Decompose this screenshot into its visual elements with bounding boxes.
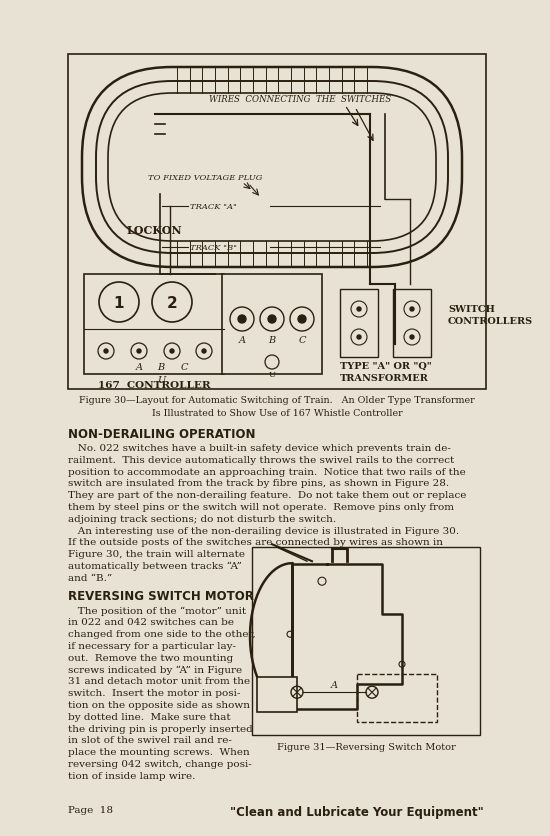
Text: if necessary for a particular lay-: if necessary for a particular lay- — [68, 641, 236, 650]
Text: WIRES  CONNECTING  THE  SWITCHES: WIRES CONNECTING THE SWITCHES — [209, 95, 391, 104]
Circle shape — [357, 308, 361, 312]
Circle shape — [104, 349, 108, 354]
Text: them by steel pins or the switch will not operate.  Remove pins only from: them by steel pins or the switch will no… — [68, 502, 454, 512]
Text: C: C — [180, 362, 188, 371]
Text: A: A — [239, 335, 245, 344]
Text: out.  Remove the two mounting: out. Remove the two mounting — [68, 653, 233, 662]
Text: TO FIXED VOLTAGE PLUG: TO FIXED VOLTAGE PLUG — [148, 174, 262, 181]
Text: reversing 042 switch, change posi-: reversing 042 switch, change posi- — [68, 759, 252, 768]
Bar — [393, 289, 431, 358]
Text: by dotted line.  Make sure that: by dotted line. Make sure that — [68, 712, 230, 721]
Text: tion on the opposite side as shown: tion on the opposite side as shown — [68, 701, 250, 709]
Text: 167  CONTROLLER: 167 CONTROLLER — [98, 380, 210, 390]
Text: NON-DERAILING OPERATION: NON-DERAILING OPERATION — [68, 427, 256, 441]
Text: railment.  This device automatically throws the swivel rails to the correct: railment. This device automatically thro… — [68, 456, 454, 464]
Text: Figure 30, the train will alternate: Figure 30, the train will alternate — [68, 549, 245, 558]
Text: automatically between tracks “A”: automatically between tracks “A” — [68, 561, 242, 571]
Text: C: C — [298, 335, 306, 344]
Text: screws indicated by “A” in Figure: screws indicated by “A” in Figure — [68, 665, 242, 674]
Text: TYPE "A" OR "Q": TYPE "A" OR "Q" — [340, 361, 432, 370]
Bar — [68, 55, 486, 390]
Text: B: B — [268, 335, 276, 344]
Text: position to accommodate an approaching train.  Notice that two rails of the: position to accommodate an approaching t… — [68, 467, 466, 476]
Text: adjoining track sections; do not disturb the switch.: adjoining track sections; do not disturb… — [68, 514, 336, 523]
Text: LOCKON: LOCKON — [127, 224, 183, 235]
Text: 2: 2 — [167, 295, 177, 310]
Text: SWITCH
CONTROLLERS: SWITCH CONTROLLERS — [448, 304, 533, 325]
Text: switch are insulated from the track by fibre pins, as shown in Figure 28.: switch are insulated from the track by f… — [68, 479, 449, 488]
Bar — [222, 275, 322, 375]
Text: TRACK "A": TRACK "A" — [190, 203, 237, 211]
Circle shape — [410, 308, 414, 312]
Text: U: U — [157, 375, 165, 384]
Circle shape — [170, 349, 174, 354]
Bar — [357, 675, 437, 722]
Text: TRACK "B": TRACK "B" — [190, 244, 237, 252]
Text: and “B.”: and “B.” — [68, 573, 112, 582]
Circle shape — [268, 316, 276, 324]
Bar — [257, 677, 297, 712]
Circle shape — [298, 316, 306, 324]
Text: Figure 30—Layout for Automatic Switching of Train.   An Older Type Transformer: Figure 30—Layout for Automatic Switching… — [79, 395, 475, 405]
Text: B: B — [157, 362, 164, 371]
Text: changed from one side to the other,: changed from one side to the other, — [68, 630, 256, 639]
Text: A: A — [331, 681, 338, 690]
Text: 31 and detach motor unit from the: 31 and detach motor unit from the — [68, 676, 250, 686]
Text: A: A — [135, 362, 142, 371]
Text: Is Illustrated to Show Use of 167 Whistle Controller: Is Illustrated to Show Use of 167 Whistl… — [152, 409, 402, 417]
Text: U: U — [268, 370, 276, 379]
Circle shape — [238, 316, 246, 324]
Text: REVERSING SWITCH MOTOR: REVERSING SWITCH MOTOR — [68, 589, 254, 602]
Circle shape — [357, 335, 361, 339]
Text: the driving pin is properly inserted: the driving pin is properly inserted — [68, 724, 253, 732]
Text: in slot of the swivel rail and re-: in slot of the swivel rail and re- — [68, 736, 232, 745]
Circle shape — [137, 349, 141, 354]
Text: in 022 and 042 switches can be: in 022 and 042 switches can be — [68, 618, 234, 627]
Text: Page  18: Page 18 — [68, 805, 113, 814]
Text: switch.  Insert the motor in posi-: switch. Insert the motor in posi- — [68, 688, 240, 697]
Circle shape — [202, 349, 206, 354]
Text: place the mounting screws.  When: place the mounting screws. When — [68, 747, 250, 757]
Text: Figure 31—Reversing Switch Motor: Figure 31—Reversing Switch Motor — [277, 742, 455, 752]
Bar — [84, 275, 224, 375]
Text: The position of the “motor” unit: The position of the “motor” unit — [68, 606, 246, 615]
Text: If the outside posts of the switches are connected by wires as shown in: If the outside posts of the switches are… — [68, 538, 443, 547]
Text: "Clean and Lubricate Your Equipment": "Clean and Lubricate Your Equipment" — [230, 805, 484, 818]
Text: TRANSFORMER: TRANSFORMER — [340, 374, 429, 383]
Text: An interesting use of the non-derailing device is illustrated in Figure 30.: An interesting use of the non-derailing … — [68, 526, 459, 535]
Text: They are part of the non-derailing feature.  Do not take them out or replace: They are part of the non-derailing featu… — [68, 491, 466, 500]
Bar — [340, 289, 378, 358]
Text: No. 022 switches have a built-in safety device which prevents train de-: No. 022 switches have a built-in safety … — [68, 443, 451, 452]
Circle shape — [410, 335, 414, 339]
Bar — [252, 548, 480, 736]
Text: tion of inside lamp wire.: tion of inside lamp wire. — [68, 771, 195, 780]
Text: 1: 1 — [114, 295, 124, 310]
Polygon shape — [292, 564, 402, 710]
